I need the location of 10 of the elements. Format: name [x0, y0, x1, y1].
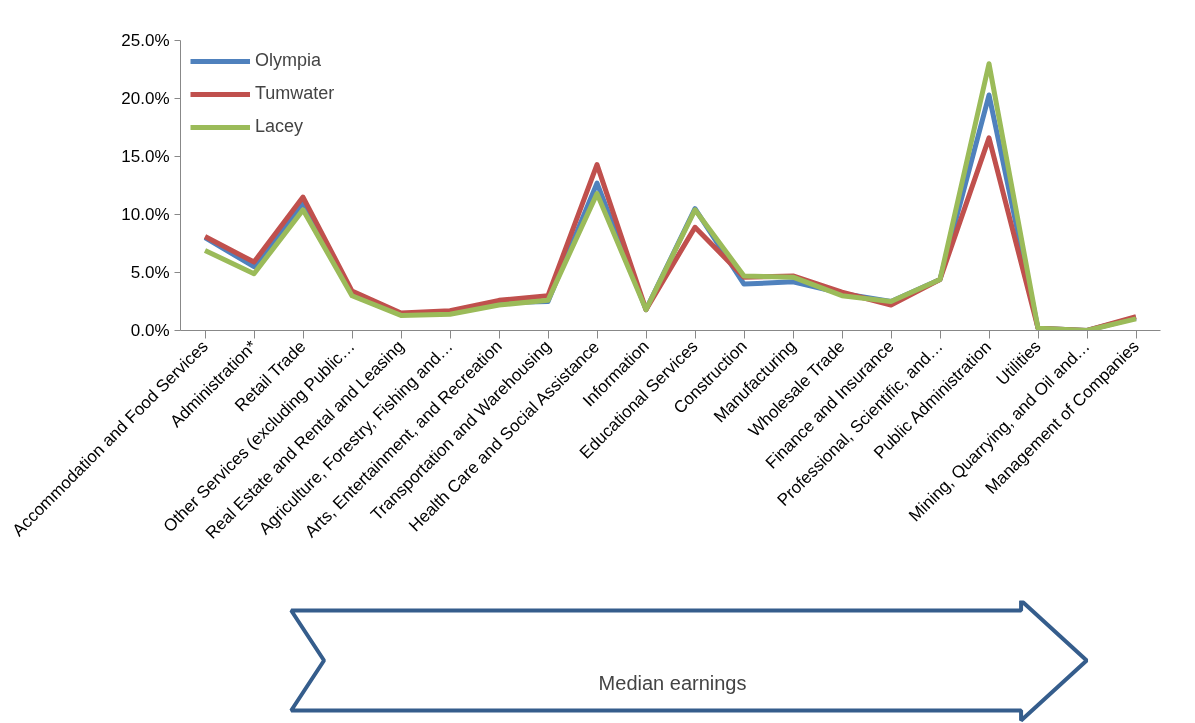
text: Median earnings [598, 671, 747, 694]
y-tick-label: 15.0% [121, 147, 170, 166]
y-tick-label: 10.0% [121, 205, 170, 224]
legend-label: Lacey [255, 116, 304, 137]
legend-label: Tumwater [255, 83, 335, 104]
y-tick-label: 5.0% [130, 263, 170, 282]
legend-label: Olympia [255, 50, 322, 71]
y-tick-label: 20.0% [121, 89, 170, 108]
y-tick-label: 0.0% [130, 321, 170, 340]
y-tick-label: 25.0% [121, 31, 170, 50]
